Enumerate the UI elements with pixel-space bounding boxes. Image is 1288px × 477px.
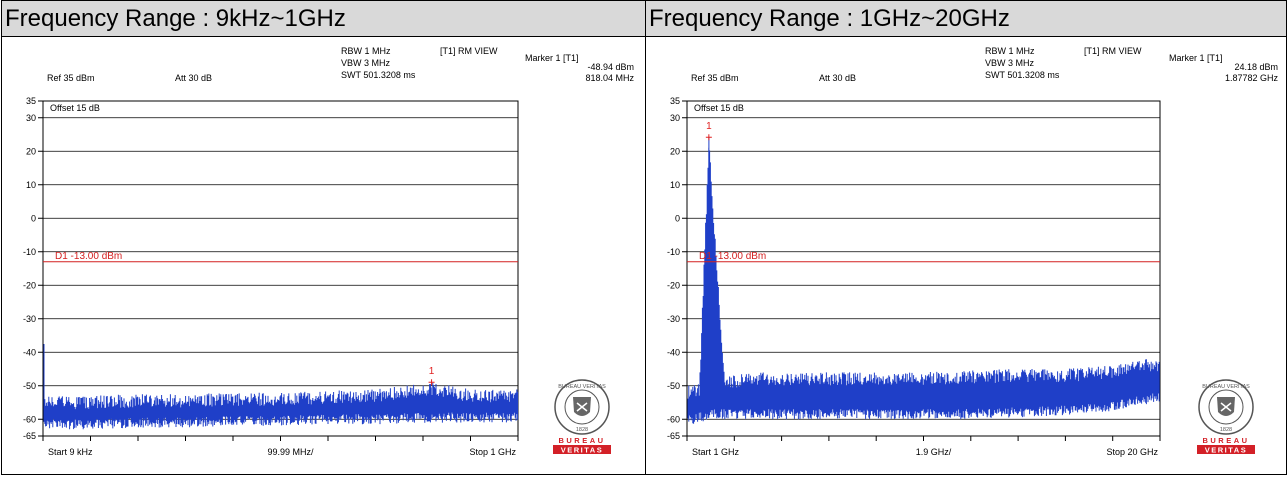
y-tick-label: -10 bbox=[23, 247, 36, 257]
panel-high-band: Frequency Range : 1GHz~20GHz RBW 1 MHz VB… bbox=[645, 0, 1287, 475]
trace-mode-label: [T1] RM VIEW bbox=[440, 46, 498, 56]
logo-badge-bar bbox=[553, 445, 611, 454]
swt-label: SWT 501.3208 ms bbox=[341, 70, 416, 80]
marker-level: -48.94 dBm bbox=[587, 62, 634, 72]
y-tick-label: 30 bbox=[670, 113, 680, 123]
logo-badge-top: BUREAU bbox=[558, 436, 605, 445]
swt-label: SWT 501.3208 ms bbox=[985, 70, 1060, 80]
panel-low-band: Frequency Range : 9kHz~1GHz RBW 1 MHz VBW… bbox=[1, 0, 646, 475]
marker-point bbox=[705, 134, 712, 141]
panel-title: Frequency Range : 9kHz~1GHz bbox=[2, 1, 645, 37]
vbw-label: VBW 3 MHz bbox=[985, 58, 1035, 68]
marker-title: Marker 1 [T1] bbox=[525, 53, 579, 63]
y-tick-label: 20 bbox=[26, 146, 36, 156]
attenuation-label: Att 30 dB bbox=[819, 73, 856, 83]
y-tick-label: -30 bbox=[23, 314, 36, 324]
marker-label: 1 bbox=[706, 121, 712, 132]
trace-line bbox=[687, 137, 1160, 424]
y-tick-label: -50 bbox=[23, 381, 36, 391]
y-tick-label: -40 bbox=[667, 347, 680, 357]
y-tick-label: -50 bbox=[667, 381, 680, 391]
y-tick-label: -20 bbox=[23, 280, 36, 290]
marker-label: 1 bbox=[429, 366, 435, 377]
y-tick-label: -40 bbox=[23, 347, 36, 357]
y-tick-label: 0 bbox=[31, 213, 36, 223]
y-tick-label: 20 bbox=[670, 146, 680, 156]
y-tick-label: 30 bbox=[26, 113, 36, 123]
y-tick-label: 35 bbox=[670, 96, 680, 106]
x-start-label: Start 1 GHz bbox=[692, 447, 740, 457]
logo-year: 1828 bbox=[1220, 427, 1232, 433]
x-stop-label: Stop 1 GHz bbox=[469, 447, 516, 457]
marker-title: Marker 1 [T1] bbox=[1169, 53, 1223, 63]
spectrum-plot: RBW 1 MHz VBW 3 MHz SWT 501.3208 ms [T1] RM… bbox=[667, 46, 1279, 457]
y-tick-label: 10 bbox=[26, 180, 36, 190]
plot-frame bbox=[42, 100, 519, 437]
x-start-label: Start 9 kHz bbox=[48, 447, 93, 457]
x-stop-label: Stop 20 GHz bbox=[1106, 447, 1158, 457]
rbw-label: RBW 1 MHz bbox=[985, 46, 1035, 56]
y-tick-label: -30 bbox=[667, 314, 680, 324]
y-tick-label: 35 bbox=[26, 96, 36, 106]
y-tick-label: -65 bbox=[23, 431, 36, 441]
y-tick-label: -65 bbox=[667, 431, 680, 441]
marker-frequency: 1.87782 GHz bbox=[1225, 73, 1279, 83]
panel-title: Frequency Range : 1GHz~20GHz bbox=[646, 1, 1286, 37]
y-tick-label: -60 bbox=[667, 414, 680, 424]
marker-frequency: 818.04 MHz bbox=[585, 73, 634, 83]
trace-mode-label: [T1] RM VIEW bbox=[1084, 46, 1142, 56]
limit-line-label: D1 -13.00 dBm bbox=[55, 251, 122, 262]
logo-ring-text: BUREAU VERITAS bbox=[558, 384, 606, 390]
offset-label: Offset 15 dB bbox=[50, 103, 100, 113]
logo-badge-bottom: VERITAS bbox=[1205, 446, 1247, 455]
x-division-label: 99.99 MHz/ bbox=[267, 447, 314, 457]
attenuation-label: Att 30 dB bbox=[175, 73, 212, 83]
trace-line bbox=[43, 344, 519, 430]
rbw-label: RBW 1 MHz bbox=[341, 46, 391, 56]
x-division-label: 1.9 GHz/ bbox=[916, 447, 952, 457]
logo-badge-bar bbox=[1197, 445, 1255, 454]
ref-level-label: Ref 35 dBm bbox=[47, 73, 95, 83]
limit-line-label: D1 -13.00 dBm bbox=[699, 251, 766, 262]
offset-label: Offset 15 dB bbox=[694, 103, 744, 113]
y-tick-label: -60 bbox=[23, 414, 36, 424]
marker-level: 24.18 dBm bbox=[1234, 62, 1278, 72]
y-tick-label: 10 bbox=[670, 180, 680, 190]
y-tick-label: -10 bbox=[667, 247, 680, 257]
vbw-label: VBW 3 MHz bbox=[341, 58, 391, 68]
spectrum-plot: RBW 1 MHz VBW 3 MHz SWT 501.3208 ms [T1] RM… bbox=[23, 46, 635, 457]
logo-ring-text: BUREAU VERITAS bbox=[1202, 384, 1250, 390]
ref-level-label: Ref 35 dBm bbox=[691, 73, 739, 83]
emblem-icon bbox=[1220, 402, 1232, 412]
logo-badge-bottom: VERITAS bbox=[561, 446, 603, 455]
emblem-icon bbox=[576, 402, 588, 412]
y-tick-label: -20 bbox=[667, 280, 680, 290]
marker-point bbox=[428, 379, 435, 386]
y-tick-label: 0 bbox=[675, 213, 680, 223]
logo-year: 1828 bbox=[576, 427, 588, 433]
logo-badge-top: BUREAU bbox=[1202, 436, 1249, 445]
